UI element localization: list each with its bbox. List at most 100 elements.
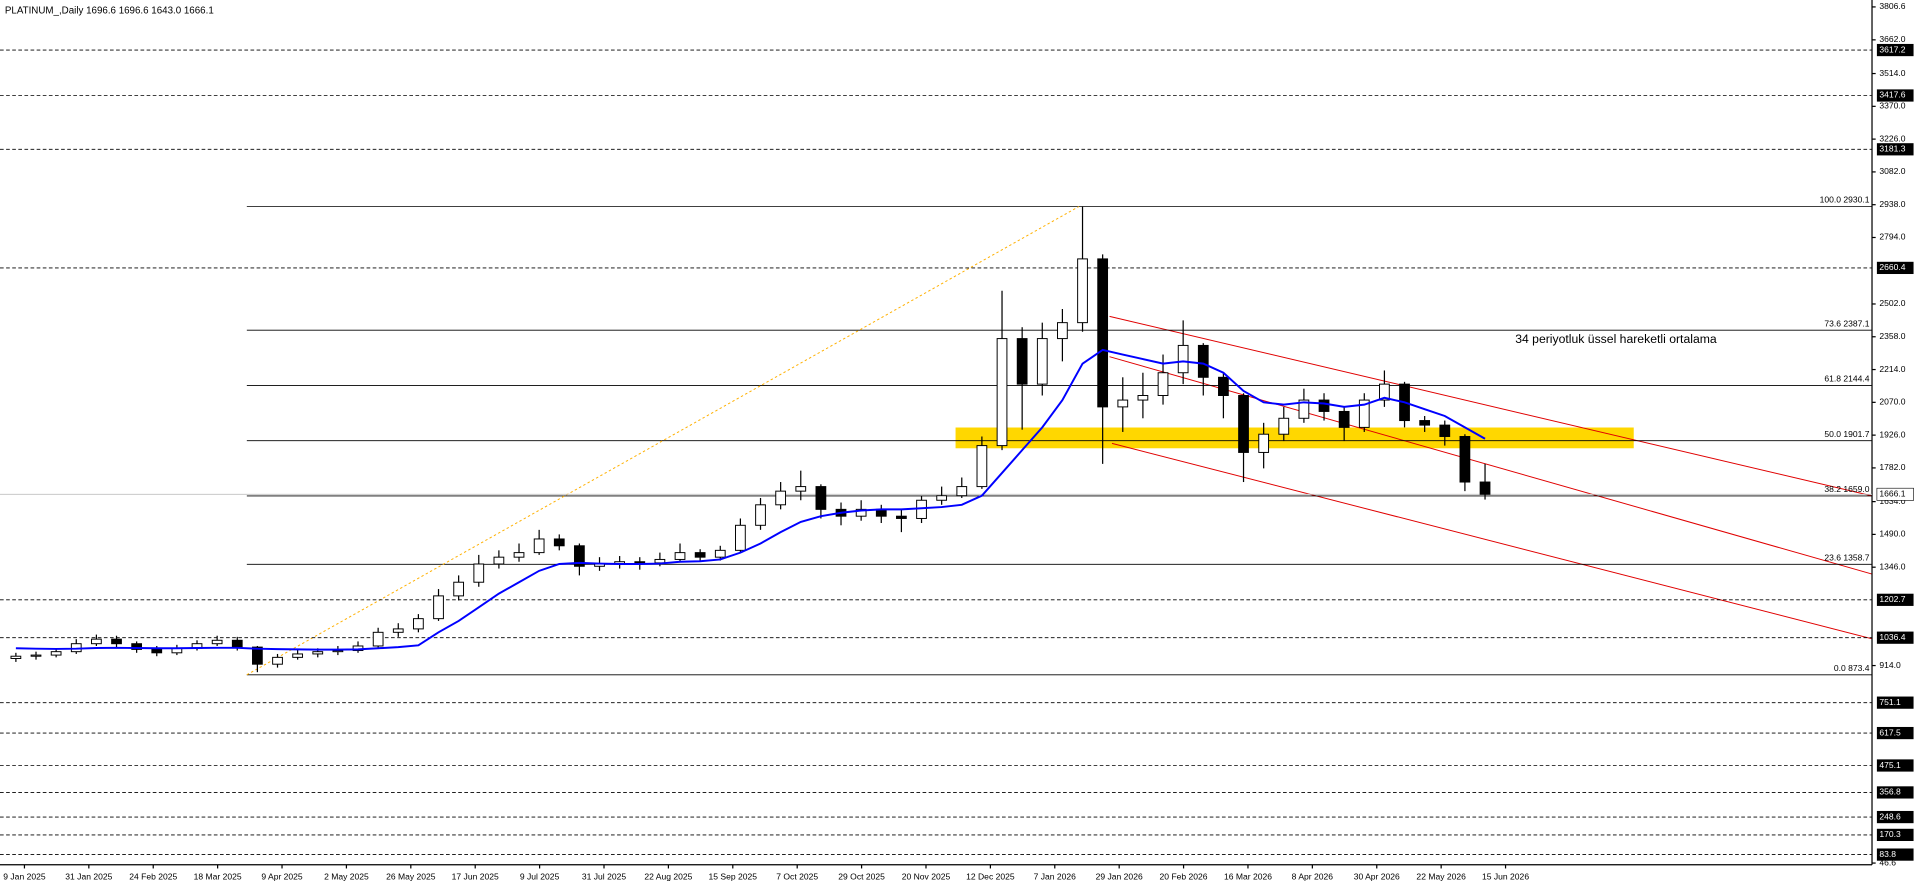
candle-body — [372, 631, 384, 647]
level-label: 751.1 — [1879, 697, 1901, 707]
level-label: 248.6 — [1879, 811, 1901, 821]
x-tick-label: 12 Dec 2025 — [966, 871, 1015, 881]
y-tick-label: 3370.0 — [1879, 101, 1905, 111]
channel-line — [1109, 315, 1873, 497]
y-tick-label: 1490.0 — [1879, 529, 1905, 539]
y-tick-label: 1346.0 — [1879, 561, 1905, 571]
candle-body — [674, 552, 686, 560]
price-label: 1666.1 — [1879, 489, 1905, 499]
candle-body — [1137, 395, 1149, 401]
candle-body — [574, 545, 585, 567]
candle-body — [1479, 481, 1491, 495]
candle-body — [815, 486, 827, 510]
y-tick-label: 2214.0 — [1879, 364, 1905, 374]
level-label: 617.5 — [1879, 727, 1901, 737]
candle-body — [855, 508, 867, 517]
annotation: 34 periyotluk üssel hareketli ortalama — [1515, 332, 1717, 346]
level-box — [1876, 726, 1914, 740]
candle-body — [634, 561, 646, 564]
chart-title: PLATINUM_,Daily 1696.6 1696.6 1643.0 166… — [5, 6, 214, 17]
x-tick-label: 20 Nov 2025 — [902, 871, 951, 881]
level-label: 3417.6 — [1879, 90, 1905, 100]
fib-label: 100.0 2930.1 — [1820, 195, 1870, 205]
candle-body — [1016, 338, 1028, 385]
candle-body — [1298, 399, 1310, 419]
candle-body — [231, 639, 243, 648]
y-tick-label: 3662.0 — [1879, 34, 1905, 44]
candle-body — [533, 538, 545, 554]
fib-label: 61.8 2144.4 — [1824, 374, 1869, 384]
candle-body — [493, 556, 505, 565]
y-tick-label: 3806.6 — [1879, 1, 1905, 11]
candle-body — [392, 628, 404, 633]
level-box — [1876, 810, 1914, 824]
candle-body — [272, 656, 283, 665]
fib-label: 38.2 1659.0 — [1824, 484, 1869, 494]
candle-body — [513, 552, 525, 558]
candle-body — [976, 445, 988, 488]
candle-body — [1419, 420, 1431, 426]
x-tick-label: 31 Jan 2025 — [65, 871, 112, 881]
level-label: 1202.7 — [1879, 594, 1905, 604]
x-tick-label: 22 May 2026 — [1416, 871, 1466, 881]
candle-body — [111, 638, 122, 645]
y-tick-label: 2794.0 — [1879, 232, 1905, 242]
candle-body — [1036, 338, 1048, 385]
level-box — [1876, 828, 1914, 842]
candle-body — [30, 654, 42, 657]
candle-body — [151, 648, 163, 654]
candle-body — [1097, 258, 1109, 408]
candle-body — [91, 638, 102, 645]
candle-body — [1218, 376, 1229, 396]
x-tick-label: 7 Oct 2025 — [776, 871, 818, 881]
y-tick-label: 46.6 — [1879, 857, 1896, 867]
x-tick-label: 9 Jul 2025 — [520, 871, 560, 881]
candle-body — [252, 646, 263, 665]
candle-body — [1057, 322, 1068, 340]
x-tick-label: 30 Apr 2026 — [1354, 871, 1400, 881]
candle-body — [936, 495, 948, 501]
x-tick-label: 29 Jan 2026 — [1096, 871, 1143, 881]
ema-line — [15, 348, 1486, 651]
candle-body — [292, 653, 304, 658]
x-tick-label: 18 Mar 2025 — [194, 871, 242, 881]
x-tick-label: 17 Jun 2025 — [452, 871, 499, 881]
x-tick-label: 29 Oct 2025 — [838, 871, 885, 881]
y-tick-label: 2502.0 — [1879, 298, 1905, 308]
level-box — [1876, 631, 1914, 644]
x-tick-label: 9 Apr 2025 — [261, 871, 303, 881]
candle-body — [1318, 399, 1330, 412]
x-tick-label: 20 Feb 2026 — [1160, 871, 1208, 881]
level-box — [1876, 696, 1914, 709]
y-tick-label: 1782.0 — [1879, 462, 1905, 472]
y-tick-label: 2938.0 — [1879, 199, 1905, 209]
level-label: 475.1 — [1879, 760, 1901, 770]
x-tick-label: 7 Jan 2026 — [1034, 871, 1077, 881]
candle-body — [50, 651, 62, 656]
level-label: 1036.4 — [1879, 632, 1905, 642]
candle-body — [1197, 344, 1209, 378]
channel-line — [1111, 442, 1873, 640]
candle-body — [453, 581, 465, 597]
candle-body — [1117, 399, 1129, 408]
level-box — [1876, 786, 1914, 799]
y-tick-label: 1634.0 — [1879, 496, 1905, 506]
fib-label: 50.0 1901.7 — [1824, 429, 1869, 439]
fib-label: 0.0 873.4 — [1834, 663, 1870, 673]
level-box — [1876, 261, 1914, 275]
candle-body — [1358, 399, 1370, 428]
level-label: 3181.3 — [1879, 144, 1905, 154]
candle-body — [131, 643, 143, 650]
candle-body — [433, 595, 444, 620]
level-label: 2660.4 — [1879, 262, 1905, 272]
candle-body — [795, 486, 807, 492]
candle-body — [1177, 344, 1189, 374]
candle-body — [996, 338, 1008, 447]
candle-body — [956, 486, 968, 497]
level-label: 83.8 — [1879, 849, 1896, 859]
x-tick-label: 26 May 2025 — [386, 871, 436, 881]
candle-body — [775, 490, 787, 506]
candle-body — [1439, 424, 1451, 437]
